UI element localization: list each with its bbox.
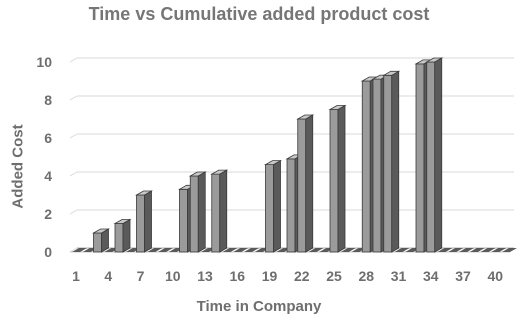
bar <box>265 164 274 253</box>
bar-top <box>382 70 401 76</box>
bar <box>437 248 453 252</box>
bar <box>469 248 485 252</box>
x-tick-label: 40 <box>487 268 503 284</box>
x-tick-label: 19 <box>262 268 278 284</box>
bar <box>179 188 188 253</box>
y-tick-label: 0 <box>44 244 52 260</box>
gridline-depth <box>69 209 78 215</box>
bar-top <box>425 57 444 63</box>
bar <box>114 223 124 253</box>
bar <box>394 248 410 252</box>
bar <box>297 118 307 253</box>
gridline-depth <box>69 57 78 63</box>
bar <box>329 109 339 253</box>
x-tick-label: 1 <box>72 268 80 284</box>
bar-top <box>328 105 347 110</box>
bar <box>211 173 221 253</box>
bar <box>136 194 145 253</box>
bar <box>72 248 87 252</box>
x-tick-label: 16 <box>229 268 245 284</box>
y-tick-label: 2 <box>44 206 52 222</box>
bar-side <box>197 171 206 253</box>
bar-side <box>337 104 346 253</box>
y-tick-label: 10 <box>36 54 52 70</box>
bar <box>222 248 238 252</box>
bar-side <box>391 70 400 253</box>
bar <box>147 248 163 252</box>
gridline-depth <box>69 171 78 177</box>
bar-top <box>296 114 315 120</box>
bar <box>93 232 102 253</box>
x-tick-label: 28 <box>358 268 374 284</box>
bar-top <box>263 160 283 166</box>
x-tick-label: 34 <box>423 268 439 284</box>
y-tick-label: 4 <box>44 168 52 184</box>
bar <box>415 63 425 253</box>
bar-side <box>144 190 152 253</box>
bar-top <box>91 228 111 234</box>
bar <box>286 158 296 253</box>
bar-side <box>273 159 281 253</box>
bar <box>383 74 393 253</box>
bar <box>426 61 436 253</box>
bar-top <box>210 169 229 175</box>
bar-side <box>434 57 443 253</box>
gridline-depth <box>69 133 78 139</box>
bar-top <box>188 171 207 177</box>
bar-top <box>113 219 132 224</box>
bar <box>502 248 517 252</box>
bar <box>491 248 507 252</box>
x-tick-label: 10 <box>165 268 181 284</box>
bar <box>459 248 474 252</box>
bar <box>448 248 464 252</box>
bar-side <box>219 169 228 253</box>
x-tick-label: 25 <box>326 268 342 284</box>
bar <box>244 248 259 252</box>
bar <box>361 80 371 253</box>
bar <box>233 248 249 252</box>
x-tick-label: 4 <box>104 268 112 284</box>
bar <box>308 248 324 252</box>
x-tick-label: 22 <box>294 268 310 284</box>
x-tick-label: 7 <box>137 268 145 284</box>
bar-top <box>134 190 154 196</box>
y-tick-label: 6 <box>44 130 52 146</box>
x-axis-label: Time in Company <box>196 298 322 315</box>
bar <box>372 78 382 253</box>
chart-title: Time vs Cumulative added product cost <box>88 4 430 24</box>
x-tick-label: 37 <box>455 268 471 284</box>
y-tick-label: 8 <box>44 92 52 108</box>
x-tick-label: 13 <box>197 268 213 284</box>
gridline-depth <box>69 247 78 253</box>
bar-side <box>305 114 314 253</box>
bar <box>158 248 173 252</box>
bar <box>189 175 199 253</box>
gridline-depth <box>69 95 78 101</box>
bar-side <box>122 218 131 253</box>
bar <box>480 248 496 252</box>
bar <box>340 248 356 252</box>
x-tick-label: 31 <box>391 268 407 284</box>
